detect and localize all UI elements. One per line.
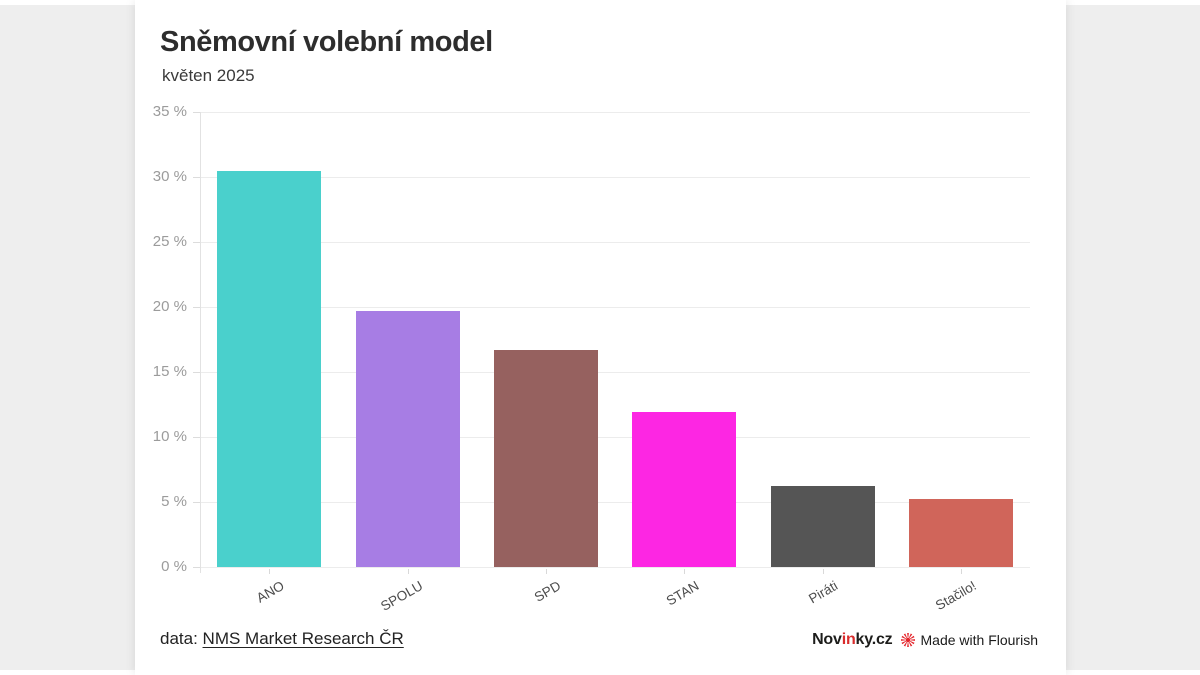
y-tick-label-15: 15 % xyxy=(152,363,187,380)
y-tick-label-5: 5 % xyxy=(161,493,187,510)
x-axis-tick xyxy=(407,569,409,574)
y-axis-tick xyxy=(193,502,200,503)
gridline-0 xyxy=(200,567,1030,568)
x-axis-tick xyxy=(269,569,271,574)
gridline-15 xyxy=(200,372,1030,373)
x-tick-label-ano: ANO xyxy=(253,578,287,606)
y-tick-label-30: 30 % xyxy=(152,168,187,185)
x-tick-label-stan: STAN xyxy=(663,578,702,609)
novinky-logo-part-red: in xyxy=(841,631,856,648)
gridline-35 xyxy=(200,112,1030,113)
y-axis-tick xyxy=(193,437,200,438)
data-source-line: data: NMS Market Research ČR xyxy=(160,629,404,649)
gridline-5 xyxy=(200,502,1030,503)
data-source-prefix: data: xyxy=(160,629,203,648)
x-tick-label-spd: SPD xyxy=(531,578,564,605)
y-axis-tick xyxy=(193,177,200,178)
bar-spd[interactable] xyxy=(493,349,598,567)
chart-subtitle: květen 2025 xyxy=(162,66,255,85)
y-tick-label-35: 35 % xyxy=(152,103,187,120)
bar-pirati[interactable] xyxy=(770,486,875,567)
novinky-logo-part: Nov xyxy=(812,631,842,648)
bar-spolu[interactable] xyxy=(355,310,460,567)
y-axis-tick xyxy=(193,242,200,243)
y-axis-tick xyxy=(193,372,200,373)
y-tick-label-20: 20 % xyxy=(152,298,187,315)
x-axis-tick xyxy=(822,569,824,574)
y-axis-tick xyxy=(193,567,200,568)
flourish-credit-label: Made with Flourish xyxy=(920,632,1039,648)
x-tick-label-pirati: Piráti xyxy=(805,578,840,607)
flourish-burst-icon xyxy=(900,632,916,648)
gridline-20 xyxy=(200,307,1030,308)
x-axis-tick xyxy=(684,569,686,574)
novinky-logo: Novinky.cz xyxy=(812,631,893,649)
credits: Novinky.cz Made with Flourish xyxy=(812,631,1038,649)
y-axis-tick xyxy=(193,307,200,308)
x-tick-label-spolu: SPOLU xyxy=(377,578,425,614)
gridline-10 xyxy=(200,437,1030,438)
data-source-link[interactable]: NMS Market Research ČR xyxy=(202,629,404,648)
novinky-logo-part: ky.cz xyxy=(855,631,893,648)
y-tick-label-10: 10 % xyxy=(152,428,187,445)
y-tick-label-25: 25 % xyxy=(152,233,187,250)
x-axis-tick xyxy=(960,569,962,574)
flourish-credit-link[interactable]: Made with Flourish xyxy=(900,632,1039,648)
bar-stan[interactable] xyxy=(632,412,737,567)
y-tick-label-0: 0 % xyxy=(161,558,187,575)
y-axis-line xyxy=(200,112,201,573)
chart-title: Sněmovní volební model xyxy=(160,26,493,58)
y-axis-tick xyxy=(193,112,200,113)
x-tick-label-stacilo: Stačilo! xyxy=(932,578,979,614)
gridline-30 xyxy=(200,177,1030,178)
bar-stacilo[interactable] xyxy=(908,499,1013,567)
bar-ano[interactable] xyxy=(217,170,322,567)
x-axis-tick xyxy=(545,569,547,574)
gridline-25 xyxy=(200,242,1030,243)
